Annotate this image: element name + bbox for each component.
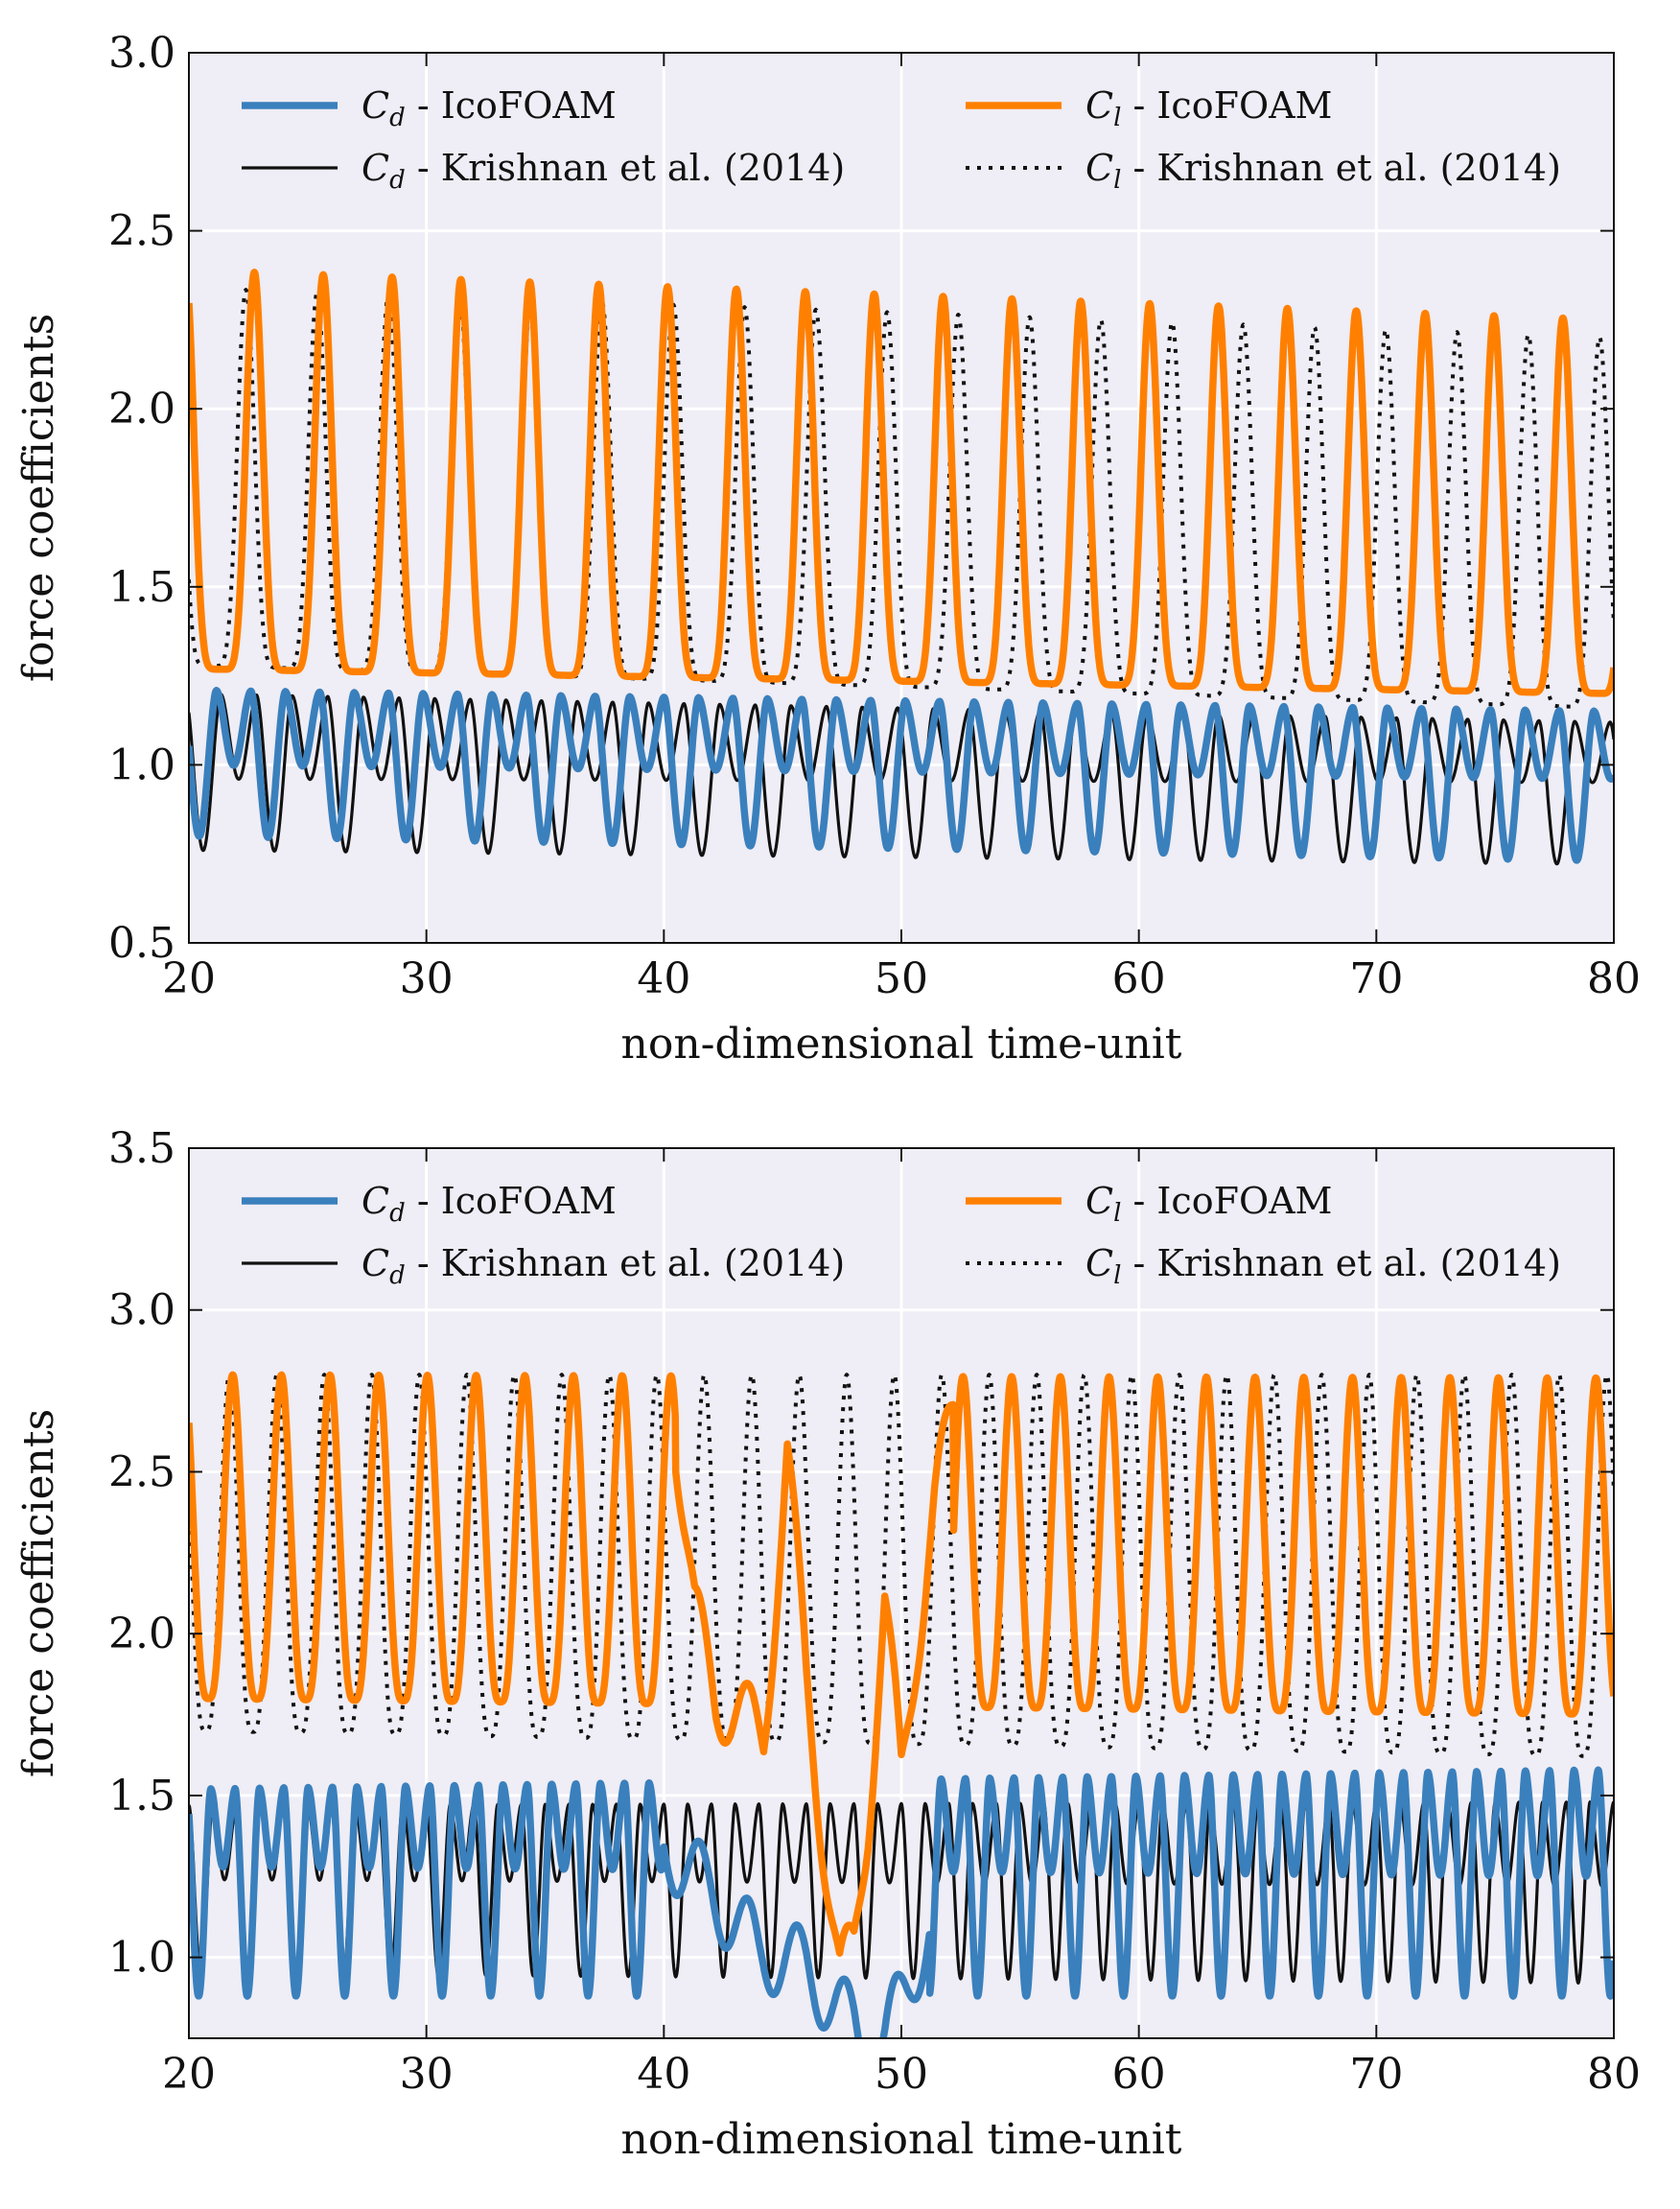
- y-tick-label: 2.5: [108, 1447, 175, 1496]
- y-tick-label: 3.0: [108, 29, 175, 78]
- top-chart-panel: 20 30 40 50 60 70 80 0.5 1.0 1.5 2.0 2.5 3.0 non-dime…: [14, 29, 1641, 1069]
- series-line-cl-icofoam: [189, 1371, 1614, 1957]
- x-tick-label: 40: [637, 954, 690, 1003]
- x-tick-label: 70: [1349, 2050, 1403, 2099]
- y-tick-label: 1.0: [108, 1934, 175, 1983]
- bottom-chart-panel: 20 30 40 50 60 70 80 1.0 1.5 2.0 2.5 3.0 3.5 non-dime…: [14, 1124, 1641, 2164]
- y-tick-label: 0.5: [108, 919, 175, 968]
- y-tick-label: 2.5: [108, 207, 175, 256]
- x-tick-label: 30: [400, 2050, 454, 2099]
- series-line-cd-icofoam: [189, 1766, 1614, 2038]
- x-tick-label: 20: [162, 2050, 216, 2099]
- series-line-cl-icofoam: [189, 269, 1614, 697]
- x-tick-label: 80: [1587, 2050, 1641, 2099]
- x-tick-label: 70: [1349, 954, 1403, 1003]
- legend-label: Cd - Krishnan et al. (2014): [362, 1242, 845, 1290]
- y-tick-label: 2.0: [108, 1610, 175, 1658]
- series-line-cd-icofoam: [189, 687, 1614, 864]
- legend-label: Cl - IcoFOAM: [1085, 1180, 1332, 1228]
- y-tick-label: 1.5: [108, 563, 175, 612]
- x-tick-label: 80: [1587, 954, 1641, 1003]
- legend-label: Cl - Krishnan et al. (2014): [1085, 1242, 1561, 1290]
- x-tick-label: 50: [875, 954, 928, 1003]
- x-tick-label: 20: [162, 954, 216, 1003]
- x-axis-title: non-dimensional time-unit: [621, 2115, 1182, 2164]
- x-tick-label: 60: [1112, 954, 1166, 1003]
- legend-label: Cd - Krishnan et al. (2014): [362, 147, 845, 195]
- legend: Cd - IcoFOAM Cd - Krishnan et al. (2014) C…: [242, 1180, 1561, 1290]
- y-tick-label: 1.5: [108, 1772, 175, 1821]
- legend-label: Cd - IcoFOAM: [362, 84, 617, 132]
- y-tick-label: 1.0: [108, 740, 175, 789]
- legend: Cd - IcoFOAM Cd - Krishnan et al. (2014) C…: [242, 84, 1561, 195]
- x-axis-title: non-dimensional time-unit: [621, 1020, 1182, 1069]
- y-tick-label: 3.5: [108, 1124, 175, 1173]
- legend-label: Cd - IcoFOAM: [362, 1180, 617, 1228]
- x-tick-label: 30: [400, 954, 454, 1003]
- x-tick-label: 50: [875, 2050, 928, 2099]
- y-axis-title: force coefficients: [14, 1409, 63, 1777]
- y-tick-label: 2.0: [108, 385, 175, 434]
- legend-label: Cl - Krishnan et al. (2014): [1085, 147, 1561, 195]
- x-tick-label: 60: [1112, 2050, 1166, 2099]
- x-tick-label: 40: [637, 2050, 690, 2099]
- legend-label: Cl - IcoFOAM: [1085, 84, 1332, 132]
- y-axis-title: force coefficients: [14, 314, 63, 682]
- y-tick-label: 3.0: [108, 1286, 175, 1335]
